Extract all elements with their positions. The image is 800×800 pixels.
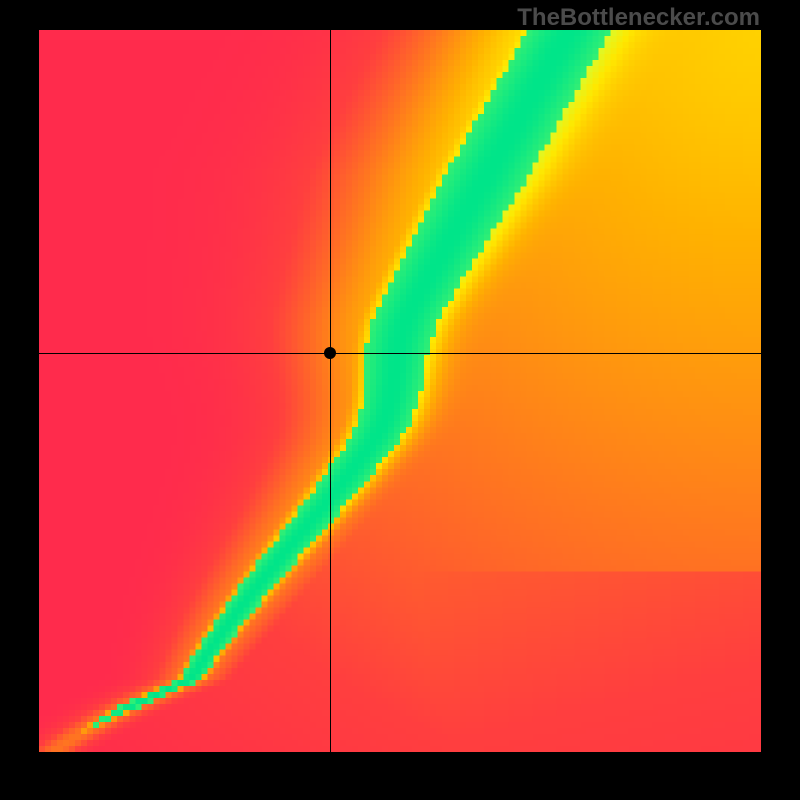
crosshair-vertical: [330, 30, 331, 752]
chart-container: TheBottlenecker.com: [0, 0, 800, 800]
selection-marker: [324, 347, 336, 359]
watermark-text: TheBottlenecker.com: [517, 4, 760, 32]
bottleneck-heatmap: [39, 30, 761, 752]
crosshair-horizontal: [39, 353, 761, 354]
